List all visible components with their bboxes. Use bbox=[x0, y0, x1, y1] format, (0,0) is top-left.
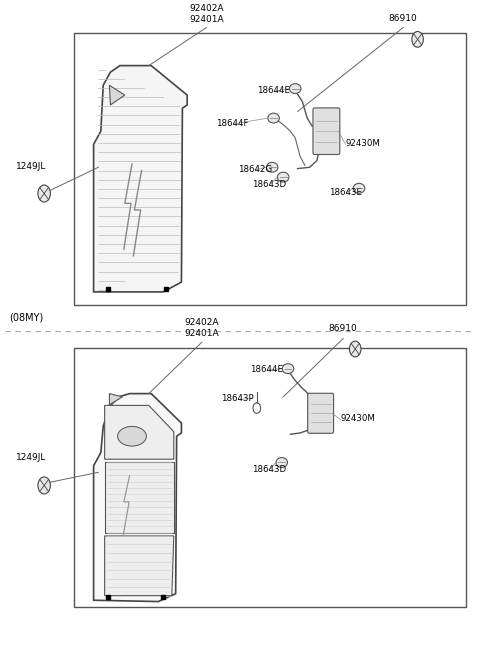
Text: 18644E: 18644E bbox=[250, 365, 283, 374]
Text: 18643D: 18643D bbox=[252, 464, 286, 474]
Polygon shape bbox=[94, 394, 181, 602]
Text: 92402A
92401A: 92402A 92401A bbox=[189, 4, 224, 24]
Ellipse shape bbox=[277, 172, 289, 182]
Text: 18642G: 18642G bbox=[238, 165, 272, 174]
Polygon shape bbox=[105, 405, 174, 459]
Text: 18643P: 18643P bbox=[221, 394, 253, 403]
Text: 92430M: 92430M bbox=[341, 414, 376, 423]
Bar bbox=[74, 348, 466, 607]
Text: 92402A
92401A: 92402A 92401A bbox=[184, 318, 219, 338]
Text: 1249JL: 1249JL bbox=[16, 453, 47, 462]
Polygon shape bbox=[109, 394, 122, 405]
Ellipse shape bbox=[266, 162, 278, 173]
Circle shape bbox=[38, 185, 50, 202]
Text: 92430M: 92430M bbox=[346, 138, 381, 148]
Ellipse shape bbox=[268, 113, 279, 123]
FancyBboxPatch shape bbox=[308, 394, 334, 434]
Polygon shape bbox=[105, 536, 174, 596]
FancyBboxPatch shape bbox=[313, 108, 340, 154]
Text: 18643E: 18643E bbox=[329, 188, 362, 197]
Ellipse shape bbox=[276, 458, 288, 467]
Text: 1249JL: 1249JL bbox=[16, 161, 47, 171]
Ellipse shape bbox=[118, 426, 146, 446]
Circle shape bbox=[349, 341, 361, 357]
Circle shape bbox=[38, 477, 50, 494]
Text: 86910: 86910 bbox=[389, 14, 418, 23]
Polygon shape bbox=[94, 66, 187, 292]
Polygon shape bbox=[109, 85, 125, 105]
Text: 86910: 86910 bbox=[329, 324, 358, 333]
Text: 18644E: 18644E bbox=[257, 86, 290, 95]
Ellipse shape bbox=[353, 183, 365, 194]
Ellipse shape bbox=[282, 363, 294, 374]
Circle shape bbox=[412, 31, 423, 47]
Polygon shape bbox=[105, 462, 174, 533]
Bar bbox=[74, 33, 466, 305]
Text: 18644F: 18644F bbox=[216, 119, 249, 128]
Ellipse shape bbox=[289, 84, 301, 93]
Text: (08MY): (08MY) bbox=[9, 313, 43, 323]
Text: 18643D: 18643D bbox=[252, 180, 286, 189]
